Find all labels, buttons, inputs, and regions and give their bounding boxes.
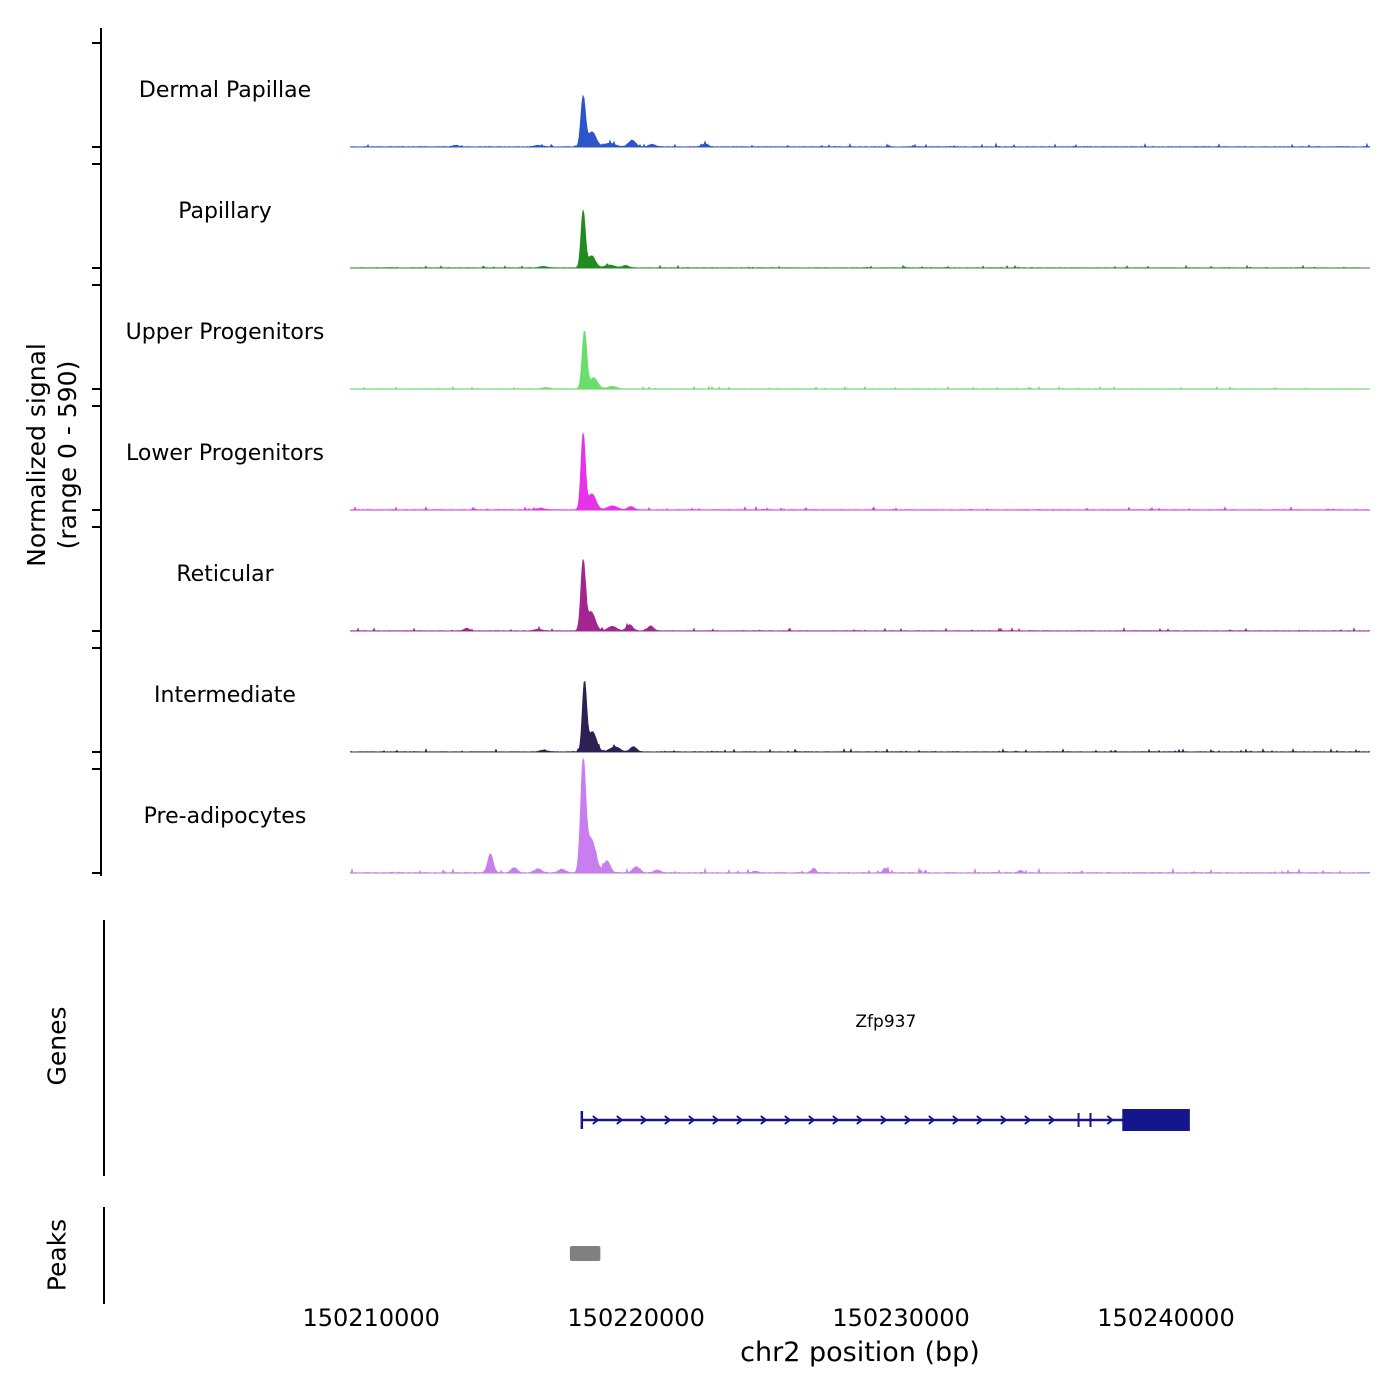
genes-section-label: Genes — [42, 1006, 72, 1086]
signal-track-row-0: Dermal Papillae — [100, 28, 1370, 149]
y-axis-label: Normalized signal (range 0 - 590) — [21, 343, 83, 567]
peaks-axis-spine — [103, 1207, 105, 1304]
y-axis-tick — [92, 146, 100, 148]
y-axis-tick — [92, 751, 100, 753]
x-axis-tick-label: 150210000 — [302, 1304, 440, 1332]
y-axis-tick — [92, 872, 100, 874]
y-axis-tick — [92, 630, 100, 632]
signal-track-row-4: Reticular — [100, 512, 1370, 633]
signal-track-row-2: Upper Progenitors — [100, 270, 1370, 391]
gene-name-label: Zfp937 — [855, 1012, 917, 1032]
track-signal-plot — [350, 94, 1370, 148]
track-signal-plot — [350, 432, 1370, 511]
track-signal-plot — [350, 210, 1370, 269]
track-signal-plot — [350, 331, 1370, 390]
y-axis-label-line1: Normalized signal — [22, 343, 51, 567]
y-axis-tick — [92, 647, 100, 649]
y-axis-tick — [92, 768, 100, 770]
y-axis-tick — [92, 163, 100, 165]
y-axis-tick — [92, 405, 100, 407]
track-label: Papillary — [178, 199, 272, 224]
x-axis-tick-label: 150240000 — [1097, 1304, 1235, 1332]
y-axis-tick — [92, 42, 100, 44]
peaks-track-plot — [569, 1246, 601, 1261]
x-axis-tick-label: 150220000 — [567, 1304, 705, 1332]
signal-track-row-6: Pre-adipocytes — [100, 754, 1370, 875]
track-label: Lower Progenitors — [126, 441, 324, 466]
y-axis-label-line2: (range 0 - 590) — [53, 360, 82, 550]
y-axis-tick — [92, 267, 100, 269]
tracks-axis-spine — [100, 28, 102, 876]
track-label: Intermediate — [154, 683, 296, 708]
y-axis-tick — [92, 509, 100, 511]
track-signal-plot — [350, 680, 1370, 753]
track-signal-plot — [350, 559, 1370, 632]
track-label: Pre-adipocytes — [143, 804, 307, 829]
track-label: Dermal Papillae — [138, 78, 312, 103]
x-axis-tick-label: 150230000 — [832, 1304, 970, 1332]
track-label: Reticular — [176, 562, 274, 587]
gene-model-plot — [580, 1109, 1190, 1131]
signal-track-row-3: Lower Progenitors — [100, 391, 1370, 512]
y-axis-tick — [92, 284, 100, 286]
x-axis-title: chr2 position (bp) — [740, 1337, 980, 1368]
track-signal-plot — [350, 758, 1370, 874]
peaks-section-label: Peaks — [42, 1218, 72, 1292]
signal-track-row-5: Intermediate — [100, 633, 1370, 754]
track-label: Upper Progenitors — [125, 320, 325, 345]
genes-axis-spine — [103, 920, 105, 1176]
y-axis-tick — [92, 526, 100, 528]
y-axis-tick — [92, 388, 100, 390]
signal-track-row-1: Papillary — [100, 149, 1370, 270]
